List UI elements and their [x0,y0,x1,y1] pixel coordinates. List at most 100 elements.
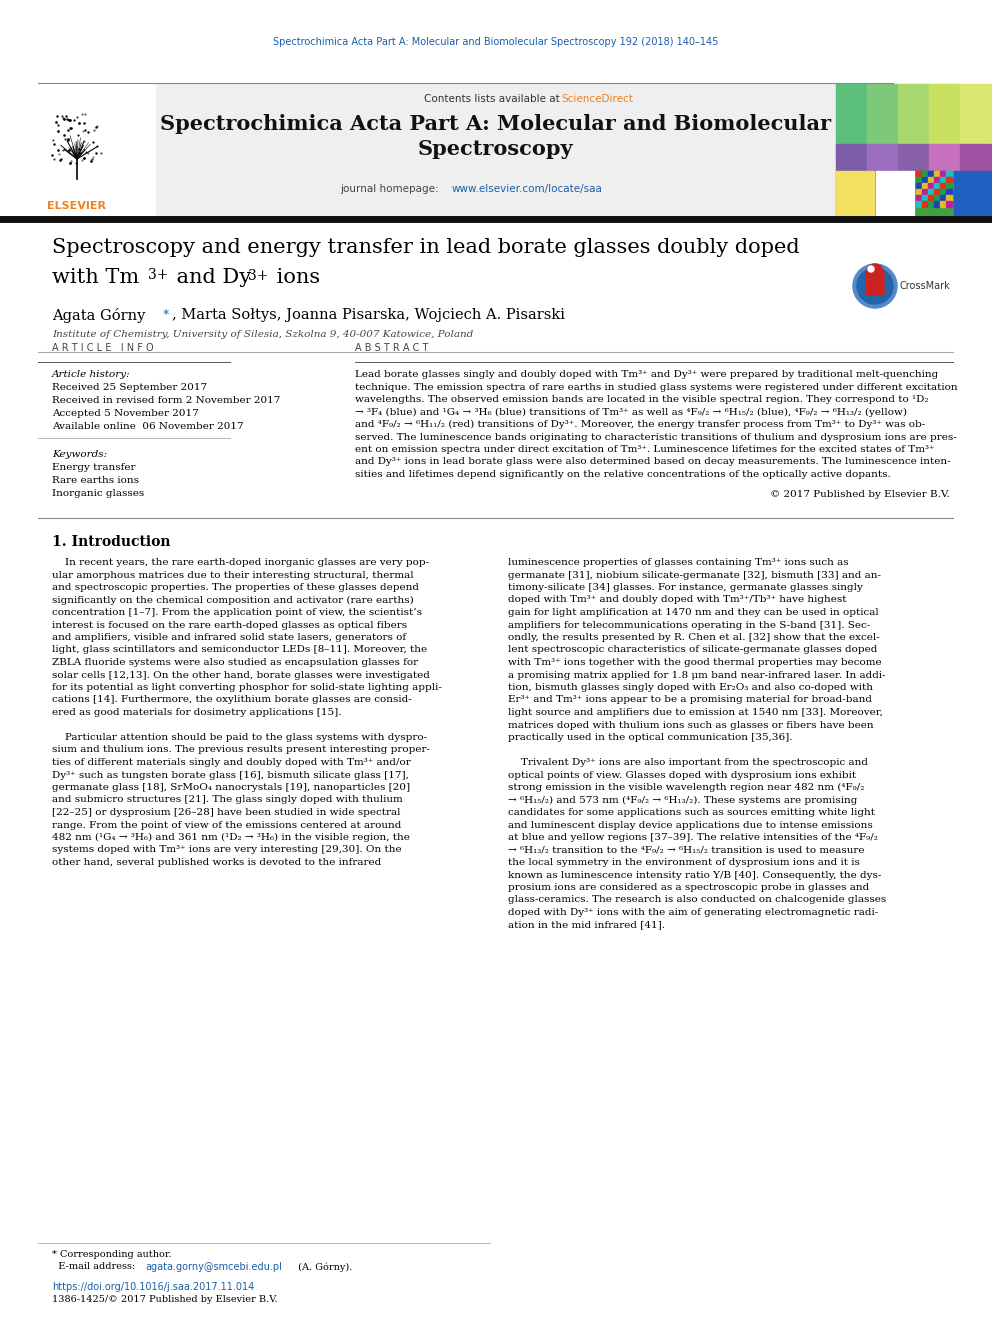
Bar [898,144,929,218]
Bar [946,183,952,189]
FancyBboxPatch shape [866,271,884,295]
Text: (A. Górny).: (A. Górny). [295,1262,352,1271]
Text: ular amorphous matrices due to their interesting structural, thermal: ular amorphous matrices due to their int… [52,570,414,579]
Bar [960,83,991,159]
Bar [0,0,992,83]
Text: ZBLA fluoride systems were also studied as encapsulation glasses for: ZBLA fluoride systems were also studied … [52,658,418,667]
Text: ScienceDirect: ScienceDirect [561,94,633,105]
Text: Spectrochimica Acta Part A: Molecular and Biomolecular: Spectrochimica Acta Part A: Molecular an… [160,114,830,134]
Bar [928,194,934,201]
Text: www.elsevier.com/locate/saa: www.elsevier.com/locate/saa [452,184,603,194]
Bar [940,183,946,189]
Bar [940,201,946,206]
Text: systems doped with Tm³⁺ ions are very interesting [29,30]. On the: systems doped with Tm³⁺ ions are very in… [52,845,402,855]
Bar [916,189,922,194]
Text: and submicro structures [21]. The glass singly doped with thulium: and submicro structures [21]. The glass … [52,795,403,804]
Text: gain for light amplification at 1470 nm and they can be used in optical: gain for light amplification at 1470 nm … [508,609,879,617]
Bar [922,171,928,177]
Text: Received 25 September 2017: Received 25 September 2017 [52,382,207,392]
Text: germanate glass [18], SrMoO₄ nanocrystals [19], nanoparticles [20]: germanate glass [18], SrMoO₄ nanocrystal… [52,783,410,792]
Text: sities and lifetimes depend significantly on the relative concentrations of the : sities and lifetimes depend significantl… [355,470,891,479]
Bar [934,183,940,189]
Text: concentration [1–7]. From the application point of view, the scientist’s: concentration [1–7]. From the applicatio… [52,609,422,617]
Text: germanate [31], niobium silicate-germanate [32], bismuth [33] and an-: germanate [31], niobium silicate-germana… [508,570,881,579]
Text: ent on emission spectra under direct excitation of Tm³⁺. Luminescence lifetimes : ent on emission spectra under direct exc… [355,445,934,454]
Text: technique. The emission spectra of rare earths in studied glass systems were reg: technique. The emission spectra of rare … [355,382,957,392]
Text: Accepted 5 November 2017: Accepted 5 November 2017 [52,409,198,418]
Text: journal homepage:: journal homepage: [340,184,441,194]
Text: CrossMark: CrossMark [900,280,950,291]
Text: and luminescent display device applications due to intense emissions: and luminescent display device applicati… [508,820,873,830]
Bar [946,171,952,177]
Text: doped with Tm³⁺ and doubly doped with Tm³⁺/Tb³⁺ have highest: doped with Tm³⁺ and doubly doped with Tm… [508,595,846,605]
Text: * Corresponding author.: * Corresponding author. [52,1250,172,1259]
Text: light, glass scintillators and semiconductor LEDs [8–11]. Moreover, the: light, glass scintillators and semicondu… [52,646,428,655]
Circle shape [857,269,893,304]
Text: with Tm: with Tm [52,269,139,287]
Bar [928,177,934,183]
Text: Article history:: Article history: [52,370,131,378]
Text: matrices doped with thulium ions such as glasses or fibers have been: matrices doped with thulium ions such as… [508,721,874,729]
Bar [155,83,835,220]
Bar [940,189,946,194]
Text: glass-ceramics. The research is also conducted on chalcogenide glasses: glass-ceramics. The research is also con… [508,896,886,905]
Text: Er³⁺ and Tm³⁺ ions appear to be a promising material for broad-band: Er³⁺ and Tm³⁺ ions appear to be a promis… [508,696,872,705]
Text: SPECTROCHIMICA: SPECTROCHIMICA [841,97,918,105]
Text: 482 nm (¹G₄ → ³H₆) and 361 nm (¹D₂ → ³H₆) in the visible region, the: 482 nm (¹G₄ → ³H₆) and 361 nm (¹D₂ → ³H₆… [52,833,410,843]
Bar [867,83,898,159]
Bar [934,194,940,201]
Text: → ³F₄ (blue) and ¹G₄ → ³H₆ (blue) transitions of Tm³⁺ as well as ⁴F₉/₂ → ⁶H₁₅/₂ : → ³F₄ (blue) and ¹G₄ → ³H₆ (blue) transi… [355,407,907,417]
Bar [916,171,954,218]
Text: A B S T R A C T: A B S T R A C T [355,343,429,353]
Bar [934,201,940,206]
Text: Institute of Chemistry, University of Silesia, Szkolna 9, 40-007 Katowice, Polan: Institute of Chemistry, University of Si… [52,329,473,339]
Text: agata.gorny@smcebi.edu.pl: agata.gorny@smcebi.edu.pl [145,1262,282,1271]
Bar [928,171,934,177]
Text: other hand, several published works is devoted to the infrared: other hand, several published works is d… [52,859,381,867]
Text: amplifiers for telecommunications operating in the S-band [31]. Sec-: amplifiers for telecommunications operat… [508,620,870,630]
Text: https://doi.org/10.1016/j.saa.2017.11.014: https://doi.org/10.1016/j.saa.2017.11.01… [52,1282,254,1293]
Text: 3+: 3+ [248,269,269,283]
Bar [960,144,991,218]
Text: Spectroscopy: Spectroscopy [418,139,572,159]
Text: Spectrochimica Acta Part A: Molecular and Biomolecular Spectroscopy 192 (2018) 1: Spectrochimica Acta Part A: Molecular an… [274,37,718,48]
Bar [867,144,898,218]
Bar [940,177,946,183]
Bar [836,144,867,218]
Bar [922,201,928,206]
Circle shape [853,265,897,308]
Text: for its potential as light converting phosphor for solid-state lighting appli-: for its potential as light converting ph… [52,683,441,692]
Text: timony-silicate [34] glasses. For instance, germanate glasses singly: timony-silicate [34] glasses. For instan… [508,583,863,591]
Text: cations [14]. Furthermore, the oxylithium borate glasses are consid-: cations [14]. Furthermore, the oxylithiu… [52,696,412,705]
Text: the local symmetry in the environment of dysprosium ions and it is: the local symmetry in the environment of… [508,859,860,867]
Text: Received in revised form 2 November 2017: Received in revised form 2 November 2017 [52,396,281,405]
Text: ondly, the results presented by R. Chen et al. [32] show that the excel-: ondly, the results presented by R. Chen … [508,632,880,642]
Text: Agata Górny: Agata Górny [52,308,150,323]
Text: a promising matrix applied for 1.8 μm band near-infrared laser. In addi-: a promising matrix applied for 1.8 μm ba… [508,671,886,680]
Bar [940,194,946,201]
Text: luminescence properties of glasses containing Tm³⁺ ions such as: luminescence properties of glasses conta… [508,558,848,568]
Bar [922,183,928,189]
Bar [934,189,940,194]
Bar [946,189,952,194]
Text: Trivalent Dy³⁺ ions are also important from the spectroscopic and: Trivalent Dy³⁺ ions are also important f… [508,758,868,767]
Text: solar cells [12,13]. On the other hand, borate glasses were investigated: solar cells [12,13]. On the other hand, … [52,671,430,680]
Bar [929,83,960,159]
Text: candidates for some applications such as sources emitting white light: candidates for some applications such as… [508,808,875,818]
Bar [928,201,934,206]
Text: lent spectroscopic characteristics of silicate-germanate glasses doped: lent spectroscopic characteristics of si… [508,646,877,655]
Text: and spectroscopic properties. The properties of these glasses depend: and spectroscopic properties. The proper… [52,583,419,591]
Text: sium and thulium ions. The previous results present interesting proper-: sium and thulium ions. The previous resu… [52,745,430,754]
Bar [0,83,155,220]
Text: ELSEVIER: ELSEVIER [48,201,106,210]
Text: interest is focused on the rare earth-doped glasses as optical fibers: interest is focused on the rare earth-do… [52,620,407,630]
Text: Keywords:: Keywords: [52,450,107,459]
Text: and Dy: and Dy [170,269,251,287]
Text: prosium ions are considered as a spectroscopic probe in glasses and: prosium ions are considered as a spectro… [508,882,869,892]
Text: Inorganic glasses: Inorganic glasses [52,490,144,497]
Text: A R T I C L E   I N F O: A R T I C L E I N F O [52,343,154,353]
Text: ties of different materials singly and doubly doped with Tm³⁺ and/or: ties of different materials singly and d… [52,758,411,767]
Bar [898,83,929,159]
Circle shape [868,266,874,273]
Bar [836,171,874,218]
